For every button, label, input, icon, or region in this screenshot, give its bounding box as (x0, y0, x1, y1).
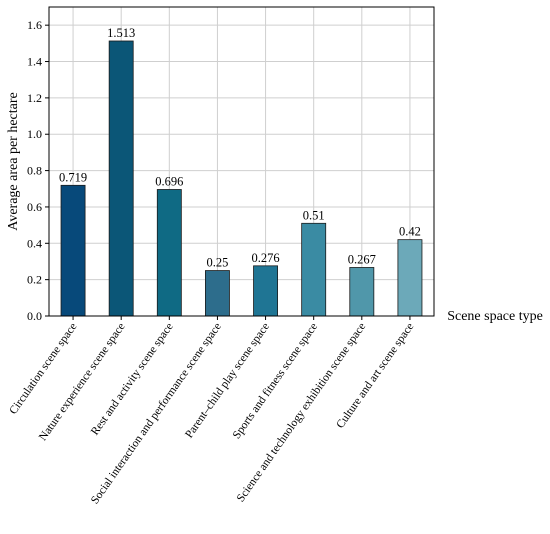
bar-value-label: 0.42 (399, 225, 421, 239)
bar-value-label: 0.696 (155, 174, 183, 188)
bar (397, 239, 423, 317)
bar (60, 184, 86, 317)
bar (205, 270, 230, 317)
value-labels: 0.719 1.513 0.696 0.25 0.276 0.51 0.267 0.42 (59, 26, 421, 270)
bar (349, 267, 375, 317)
x-tick-label: Nature experience scene space (37, 321, 128, 443)
bar (156, 189, 182, 317)
bar (253, 265, 278, 317)
bar-value-label: 0.276 (252, 251, 280, 265)
bar-value-label: 0.267 (348, 252, 376, 266)
y-tick-label: 1.0 (27, 127, 42, 141)
y-tick-label: 0.2 (27, 273, 42, 287)
y-tick-label: 0.0 (27, 309, 42, 323)
grid-lines (49, 7, 434, 317)
bar (108, 40, 134, 317)
bar (301, 222, 327, 317)
y-tick-label: 1.4 (27, 55, 42, 69)
x-tick-label: Sports and fitness scene space (231, 321, 320, 441)
y-tick-label: 0.6 (27, 200, 42, 214)
bar-value-label: 1.513 (107, 26, 135, 40)
bars (60, 40, 423, 317)
y-tick-label: 0.8 (27, 164, 42, 178)
y-tick-label: 0.4 (27, 236, 42, 250)
bar-value-label: 0.25 (207, 256, 229, 270)
x-tick-label: Rest and activity scene space (89, 321, 176, 438)
x-tick-label: Parent–child play scene space (183, 321, 272, 441)
y-tick-label: 1.2 (27, 91, 42, 105)
plot-area-frame (48, 6, 435, 317)
y-axis-ticks: 0.0 0.2 0.4 0.6 0.8 1.0 1.2 1.4 1.6 (27, 18, 49, 323)
x-axis-title: Scene space type (447, 309, 543, 324)
y-axis-title: Average area per hectare (6, 92, 21, 230)
bar-value-label: 0.51 (303, 208, 325, 222)
y-tick-label: 1.6 (27, 18, 42, 32)
bar-value-label: 0.719 (59, 170, 87, 184)
